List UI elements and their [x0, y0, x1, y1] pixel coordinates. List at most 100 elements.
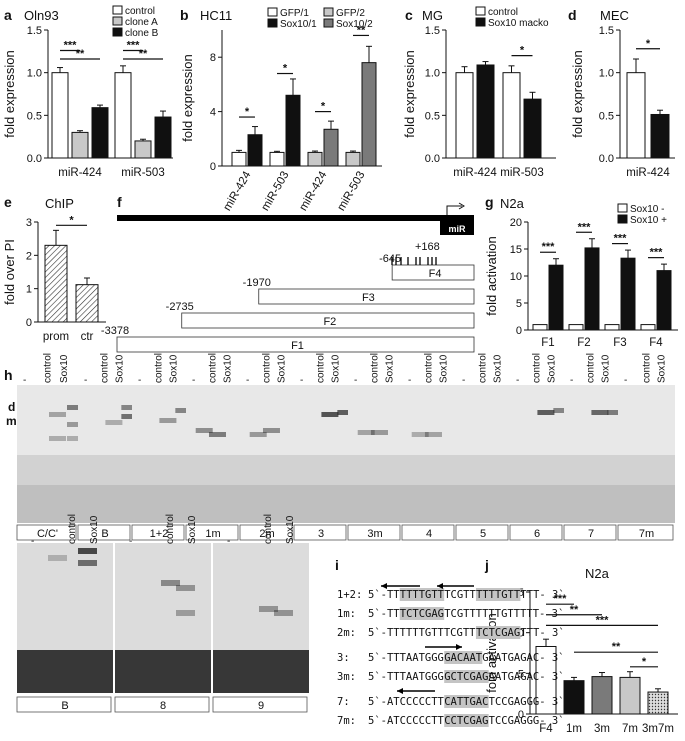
gel-band-2-1 — [175, 408, 193, 413]
x-tick-label-j-3: 7m — [622, 723, 638, 735]
probe-box-1 — [77, 524, 131, 541]
site-arrowhead-3 — [397, 688, 403, 694]
gel-band-7-1 — [424, 432, 442, 437]
lane-sox10-11: Sox10 — [657, 354, 668, 383]
gel-bottom-5 — [294, 485, 348, 523]
legend-swatch-a-1 — [112, 16, 123, 26]
gel-bottom-9 — [510, 485, 564, 523]
seq-highlight-2-1 — [475, 626, 521, 639]
fragment-start-F1: -3378 — [101, 325, 129, 337]
lane-control-5: control — [316, 353, 327, 383]
sig-g-1-label: *** — [578, 221, 592, 233]
gel-band-0-2 — [67, 422, 84, 427]
gel-panel-5: 3 - control Sox10 — [293, 353, 355, 541]
legend-label-g-1: Sox10 + — [630, 215, 667, 226]
x-tick-label-g-1: F2 — [577, 337, 590, 349]
chart-g-title: N2a — [500, 196, 525, 211]
legend-swatch-g-0 — [617, 203, 628, 213]
y-tick-label-e-2: 2 — [26, 250, 32, 262]
probe-box-10 — [563, 524, 617, 541]
seq-part-5-1: CATTGAC — [444, 696, 488, 708]
gel-panel-1: B-control Sox10 — [77, 353, 139, 541]
panel-label-b: b — [180, 7, 189, 23]
gel-bottom-2 — [132, 485, 186, 523]
panel-label-d: d — [568, 7, 577, 23]
y-tick-label-b-0: 0 — [210, 161, 216, 173]
gel-band-3-1 — [208, 432, 226, 437]
fragment-box-F2 — [181, 312, 475, 329]
lane-dash-3: - — [192, 375, 195, 386]
y-tick-label-a-3: 1.5 — [27, 25, 42, 37]
gel2-band-0-1 — [78, 548, 97, 554]
bar-a-cloneB-0 — [91, 107, 109, 159]
y-tick-label-c-0: 0.0 — [425, 153, 440, 165]
probe-box-0 — [16, 524, 77, 541]
x-tick-label-g-0: F1 — [541, 337, 554, 349]
y-tick-label-g-2: 10 — [510, 271, 522, 283]
y-tick-label-e-3: 3 — [26, 217, 32, 229]
gel2-band-1-1 — [176, 585, 195, 591]
gel-band-4-1 — [262, 428, 280, 433]
bar-b-3 — [285, 94, 301, 167]
bar-a-control-1 — [114, 72, 132, 159]
seq-name-3: 3: — [337, 652, 350, 664]
seq-part-3-1: GACAAT — [444, 652, 483, 664]
bar-a-cloneB-1 — [154, 116, 172, 159]
legend-label-c-1: Sox10 macko — [488, 18, 549, 29]
bar-c-0-1 — [502, 72, 521, 159]
lane2-dash-0: - — [31, 536, 34, 547]
y-tick-label-d-2: 1.0 — [599, 68, 614, 80]
lane-dash-1: - — [84, 375, 87, 386]
seq-part-0-0: 5`-TT — [368, 589, 400, 601]
chart-c: 0.0 0.5 1.0 1.5 fold expression MG miR-424 miR-… — [402, 6, 556, 179]
gel2-panel-2: 9 — [212, 543, 309, 713]
legend-label-b-3: Sox10/2 — [336, 19, 373, 30]
probe-box-2 — [131, 524, 185, 541]
sig-b-3-label: ** — [357, 24, 366, 36]
sig-j-3-label: ** — [612, 641, 621, 653]
tss-arrow-head — [458, 202, 465, 210]
x-tick-label-e-1: ctr — [81, 331, 94, 343]
gel-band-4-0 — [249, 432, 267, 437]
y-tick-label-d-3: 1.5 — [599, 25, 614, 37]
probe-label-0: C/C' — [37, 528, 58, 540]
legend-swatch-a-2 — [112, 27, 123, 37]
legend-swatch-c-0 — [475, 6, 486, 16]
seq-name-0: 1+2: — [337, 589, 362, 601]
legend-swatch-b-3 — [323, 18, 334, 28]
y-tick-label-e-0: 0 — [26, 317, 32, 329]
y-tick-label-j-1: 5 — [518, 668, 524, 680]
fragment-start-F2: -2735 — [166, 301, 194, 313]
lane2-sox10-1: Sox10 — [187, 515, 198, 544]
fragment-start-F4: -645 — [379, 253, 401, 265]
y-tick-label-d-0: 0.0 — [599, 153, 614, 165]
lane-sox10-8: Sox10 — [492, 354, 503, 383]
x-tick-label-g-2: F3 — [613, 337, 626, 349]
probe2-label-1: 8 — [160, 700, 166, 712]
lane-control-10: control — [586, 353, 597, 383]
x-tick-label-b-3: miR-503 — [335, 170, 367, 214]
legend-label-c-0: control — [488, 7, 518, 18]
gel-band-1-1 — [121, 405, 139, 410]
fragment-box-F1 — [116, 336, 475, 353]
seq-part-0-3: TTTTGTT — [476, 589, 521, 601]
bar-g-0-3 — [640, 324, 656, 331]
legend-label-b-2: GFP/2 — [336, 8, 365, 19]
lane-control-3: control — [208, 353, 219, 383]
gel-bottom-11 — [618, 485, 675, 523]
bar-g-1-3 — [656, 270, 672, 331]
sig-j-0-label: *** — [554, 593, 568, 605]
gel-bottom-6 — [348, 485, 402, 523]
sig-a-2-label: *** — [127, 39, 141, 51]
gel-bottom-1 — [78, 485, 132, 523]
lane-dash-0: - — [23, 375, 26, 386]
lane-control-8: control — [478, 353, 489, 383]
band-label-d: d — [8, 400, 15, 414]
legend-swatch-a-0 — [112, 5, 123, 15]
gel2-band-1-2 — [176, 610, 195, 616]
lane-sox10-7: Sox10 — [438, 354, 449, 383]
y-tick-label-b-2: 8 — [210, 52, 216, 64]
y-tick-label-g-4: 20 — [510, 217, 522, 229]
bar-j-1 — [563, 680, 585, 715]
sig-e-0-label: * — [69, 214, 74, 226]
